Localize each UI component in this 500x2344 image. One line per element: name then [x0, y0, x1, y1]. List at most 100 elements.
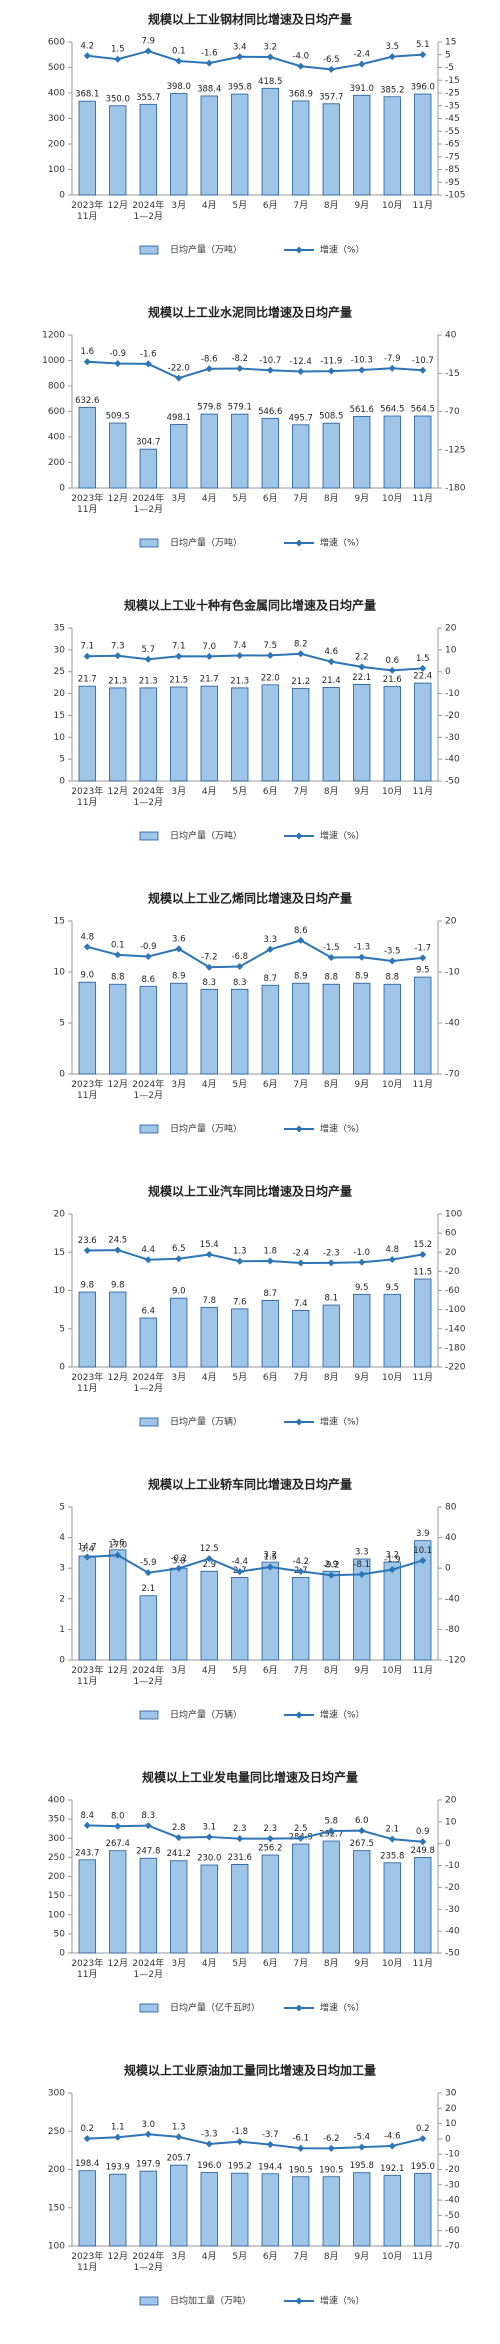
line-value-label: 1.3 — [233, 1247, 247, 1257]
line-marker — [327, 954, 335, 962]
y-tick-label: 5 — [59, 755, 65, 765]
bar-value-label: 7.6 — [233, 1297, 247, 1307]
y-tick-label: 15 — [54, 711, 65, 721]
bar — [200, 2172, 218, 2247]
y2-tick-label: -15 — [445, 76, 460, 86]
y2-tick-label: 20 — [445, 917, 457, 927]
bar — [322, 1840, 340, 1954]
bar — [139, 985, 157, 1075]
bar-value-label: 357.7 — [319, 92, 343, 102]
bar — [353, 1850, 371, 1954]
y2-tick-label: -30 — [445, 2180, 460, 2190]
bar — [261, 417, 279, 489]
chart-title: 规模以上工业钢材同比增速及日均产量 — [148, 12, 352, 27]
bar-value-label: 22.0 — [261, 673, 280, 683]
y2-tick-label: -5 — [445, 63, 454, 73]
line-marker — [175, 2133, 183, 2141]
chart-title: 规模以上工业水泥同比增速及日均产量 — [148, 305, 352, 320]
y-tick-label: 300 — [48, 2089, 65, 2099]
y2-tick-label: -100 — [445, 1305, 466, 1315]
y2-tick-label: -220 — [445, 1363, 466, 1373]
bar — [200, 1570, 218, 1661]
bar-value-label: 3.3 — [355, 1548, 369, 1558]
y2-tick-label: -40 — [445, 1927, 460, 1937]
x-tick-label: 12月 — [108, 1372, 128, 1383]
bar-value-label: 398.0 — [167, 82, 191, 92]
line-value-label: 7.5 — [263, 641, 277, 651]
y2-tick-label: -85 — [445, 165, 460, 175]
legend-label: 日均产量（万吨） — [170, 537, 242, 549]
line-marker — [358, 366, 366, 374]
x-tick-label: 5月 — [232, 493, 247, 504]
bar-value-label: 385.2 — [380, 85, 404, 95]
bar — [200, 988, 218, 1075]
y2-tick-label: -50 — [445, 1949, 460, 1959]
y2-tick-label: 20 — [445, 2104, 457, 2114]
chart-title: 规模以上工业汽车同比增速及日均产量 — [148, 1184, 352, 1199]
bar — [383, 983, 401, 1075]
y-tick-label: 100 — [48, 1910, 65, 1920]
x-tick-label: 3月 — [171, 1079, 186, 1090]
x-tick-label: 2024年 1—2月 — [132, 1664, 164, 1687]
legend-label: 日均产量（万吨） — [170, 244, 242, 256]
bar-value-label: 196.0 — [197, 2161, 221, 2171]
bar — [414, 93, 432, 196]
line-marker — [114, 652, 122, 660]
line-marker — [419, 366, 427, 374]
bar — [322, 687, 340, 782]
bar-value-label: 3.4 — [80, 1544, 94, 1554]
bar-value-label: 9.0 — [172, 1287, 186, 1297]
line-value-label: -4.6 — [384, 2131, 401, 2141]
bar-value-label: 247.8 — [136, 1847, 160, 1857]
bar — [261, 87, 279, 196]
bar — [322, 983, 340, 1075]
x-tick-label: 2023年 11月 — [71, 492, 103, 515]
line-value-label: -6.8 — [231, 952, 248, 962]
bar-value-label: 8.8 — [385, 973, 399, 983]
legend-swatch — [139, 1417, 159, 1427]
y-tick-label: 5 — [59, 1503, 65, 1513]
line-value-label: 3.1 — [202, 1822, 216, 1832]
bar — [292, 2176, 310, 2247]
y-tick-label: 4 — [59, 1533, 65, 1543]
line-value-label: 1.5 — [416, 654, 430, 664]
y2-tick-label: -30 — [445, 1905, 460, 1915]
legend-label: 日均加工量（万吨） — [170, 2295, 251, 2307]
y2-tick-label: 5 — [445, 50, 451, 60]
y2-tick-label: -70 — [445, 407, 460, 417]
x-tick-label: 12月 — [108, 1958, 128, 1969]
line-marker — [114, 2133, 122, 2141]
y-tick-label: 10 — [54, 1286, 66, 1296]
legend-label: 增速（%） — [320, 1416, 365, 1428]
bar-value-label: 21.7 — [78, 675, 97, 685]
y2-tick-label: -25 — [445, 89, 460, 99]
bar — [292, 424, 310, 489]
line-marker — [83, 2135, 91, 2143]
y-tick-label: 100 — [48, 165, 65, 175]
legend-label: 日均产量（万吨） — [170, 1123, 242, 1135]
bar — [139, 103, 157, 196]
chart-title: 规模以上工业发电量同比增速及日均产量 — [142, 1770, 358, 1785]
line-value-label: 6.5 — [172, 1244, 186, 1254]
legend-label: 日均产量（万辆） — [170, 1416, 242, 1428]
bar-value-label: 8.3 — [202, 978, 216, 988]
bar-value-label: 8.9 — [294, 972, 308, 982]
line-marker — [297, 1567, 305, 1575]
y2-tick-label: -15 — [445, 369, 460, 379]
legend-swatch — [295, 1418, 303, 1426]
y2-tick-label: 20 — [445, 1248, 457, 1258]
bar-value-label: 21.5 — [169, 676, 188, 686]
y2-tick-label: 30 — [445, 2089, 457, 2099]
x-tick-label: 3月 — [171, 493, 186, 504]
bar — [200, 95, 218, 196]
bar — [170, 1297, 188, 1368]
line-value-label: -8.1 — [353, 1560, 370, 1570]
line-value-label: 5.7 — [141, 645, 155, 655]
bar-value-label: 231.6 — [228, 1853, 252, 1863]
x-tick-label: 6月 — [263, 1079, 278, 1090]
bar-value-label: 21.2 — [291, 677, 310, 687]
bar — [322, 1304, 340, 1368]
y-tick-label: 0 — [59, 484, 65, 494]
line-marker — [297, 1834, 305, 1842]
